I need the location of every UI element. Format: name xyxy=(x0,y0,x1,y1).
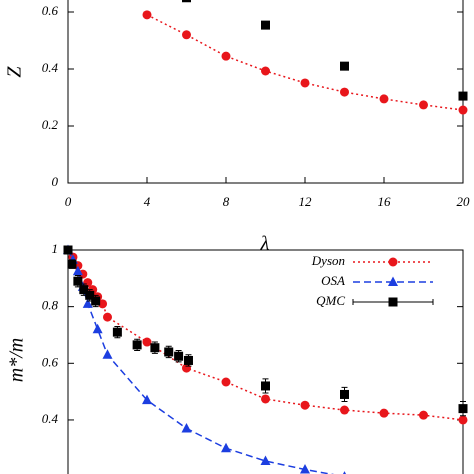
marker xyxy=(63,245,73,255)
legend-label: OSA xyxy=(321,273,345,288)
y-tick-label: 1 xyxy=(52,241,59,256)
marker xyxy=(132,340,142,350)
legend-label: Dyson xyxy=(311,253,345,268)
marker xyxy=(261,66,270,76)
marker xyxy=(419,100,428,110)
x-tick-label: 8 xyxy=(223,194,230,209)
legend-label: QMC xyxy=(316,293,345,308)
plot-frame xyxy=(67,249,464,474)
marker xyxy=(142,10,152,20)
x-tick-label: 0 xyxy=(65,194,72,209)
y-tick-label: 0.4 xyxy=(42,60,59,75)
marker xyxy=(182,0,191,3)
marker xyxy=(221,442,231,453)
marker xyxy=(103,312,112,322)
marker xyxy=(85,290,95,300)
marker xyxy=(221,51,231,61)
marker xyxy=(300,400,310,410)
y-axis-label: Z xyxy=(4,66,26,78)
marker xyxy=(181,422,192,433)
marker xyxy=(92,323,103,334)
marker xyxy=(458,404,468,414)
x-tick-label: 20 xyxy=(457,194,471,209)
marker xyxy=(79,285,89,295)
marker xyxy=(379,94,389,104)
marker xyxy=(164,347,174,357)
y-tick-label: 0.6 xyxy=(42,3,59,18)
y-tick-label: 0.8 xyxy=(42,298,59,313)
marker xyxy=(67,259,77,269)
marker xyxy=(221,377,231,387)
marker xyxy=(340,405,349,415)
marker xyxy=(458,105,468,115)
series-line xyxy=(67,249,464,421)
marker xyxy=(342,471,347,474)
marker xyxy=(300,78,310,88)
marker xyxy=(419,410,428,420)
marker xyxy=(83,278,93,288)
series-line xyxy=(146,14,464,111)
marker xyxy=(142,394,152,405)
y-tick-label: 0.6 xyxy=(42,354,59,369)
marker xyxy=(82,298,93,308)
x-tick-label: 12 xyxy=(299,194,313,209)
y-axis-label: m*/m xyxy=(6,338,28,382)
marker xyxy=(458,91,468,101)
marker xyxy=(261,381,270,391)
legend-marker xyxy=(388,276,398,286)
marker xyxy=(98,299,108,309)
x-tick-label: 16 xyxy=(378,194,392,209)
marker xyxy=(261,394,270,404)
marker xyxy=(340,389,349,399)
marker xyxy=(458,415,468,425)
y-tick-label: 0.4 xyxy=(42,411,59,426)
legend-marker xyxy=(388,257,398,267)
marker xyxy=(300,464,310,474)
marker xyxy=(174,351,184,361)
marker xyxy=(112,327,122,337)
marker xyxy=(102,349,113,359)
series-line xyxy=(67,249,335,474)
y-tick-label: 0.2 xyxy=(42,117,59,132)
marker xyxy=(150,343,160,353)
legend-marker xyxy=(388,297,398,307)
marker xyxy=(142,337,152,347)
marker xyxy=(340,87,349,97)
marker xyxy=(261,20,270,30)
marker xyxy=(182,30,191,40)
marker xyxy=(183,355,193,365)
marker xyxy=(379,408,389,418)
marker xyxy=(260,455,271,466)
y-tick-label: 0 xyxy=(52,174,59,189)
x-tick-label: 4 xyxy=(144,194,151,209)
x-axis-label: λ xyxy=(260,233,270,255)
marker xyxy=(340,61,349,71)
marker xyxy=(73,276,83,286)
marker xyxy=(72,265,83,276)
marker xyxy=(91,296,101,306)
